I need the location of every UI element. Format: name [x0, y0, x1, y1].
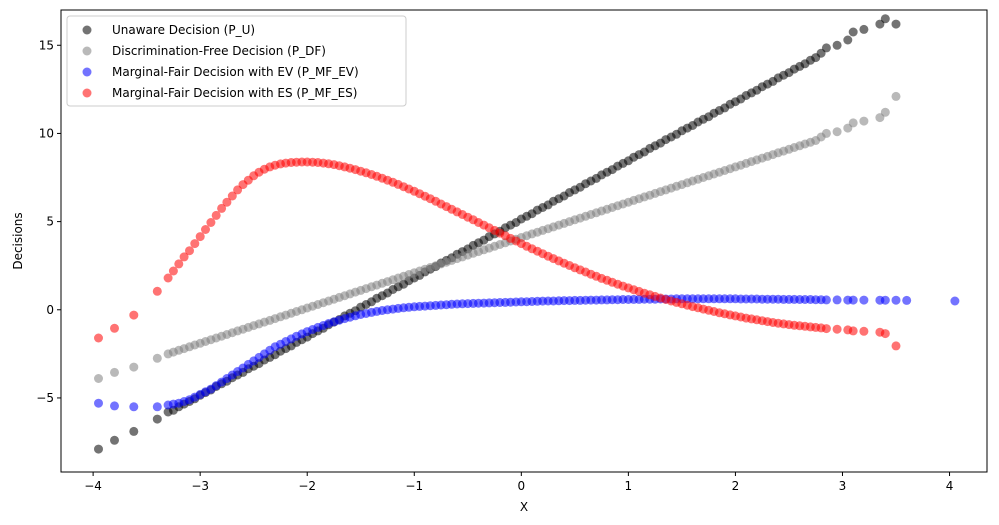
data-point	[880, 14, 890, 24]
legend-label: Discrimination-Free Decision (P_DF)	[112, 44, 326, 58]
data-point	[129, 362, 139, 372]
data-point	[902, 295, 912, 305]
data-point	[950, 296, 960, 306]
data-point	[110, 401, 119, 411]
data-point	[859, 295, 869, 305]
y-tick-label: 15	[39, 38, 54, 52]
x-tick-label: −1	[405, 479, 423, 493]
data-point	[211, 210, 221, 220]
data-point	[94, 444, 103, 454]
data-point	[190, 239, 200, 249]
data-point	[227, 191, 237, 201]
data-point	[821, 295, 831, 305]
data-point	[832, 295, 842, 305]
x-axis-title: X	[520, 500, 528, 514]
data-point	[821, 324, 831, 334]
data-point	[129, 402, 139, 412]
data-point	[843, 35, 853, 45]
y-tick-label: 10	[39, 126, 54, 140]
legend-marker	[82, 46, 92, 56]
data-point	[832, 127, 842, 137]
data-point	[152, 402, 162, 412]
data-point	[94, 333, 103, 343]
data-point	[848, 295, 858, 305]
data-point	[179, 252, 189, 262]
series-3-points	[94, 157, 901, 351]
legend-label: Unaware Decision (P_U)	[112, 23, 255, 37]
data-point	[891, 19, 901, 29]
x-tick-label: 4	[946, 479, 954, 493]
legend-marker	[82, 88, 92, 98]
data-point	[94, 398, 103, 408]
x-tick-label: 2	[732, 479, 740, 493]
data-point	[848, 326, 858, 336]
data-point	[880, 107, 890, 117]
data-point	[891, 341, 901, 351]
data-point	[110, 367, 119, 377]
x-tick-label: −2	[298, 479, 316, 493]
data-point	[185, 246, 194, 256]
data-point	[891, 295, 901, 305]
series-1-points	[94, 91, 901, 383]
x-tick-label: 0	[518, 479, 526, 493]
data-points-layer	[94, 14, 960, 454]
data-point	[110, 323, 119, 333]
data-point	[201, 225, 210, 234]
data-point	[848, 118, 858, 128]
data-point	[848, 27, 858, 37]
data-point	[832, 324, 842, 334]
legend-marker	[82, 25, 92, 35]
data-point	[168, 266, 178, 276]
y-tick-label: −5	[36, 391, 54, 405]
y-tick-label: 0	[46, 303, 54, 317]
data-point	[110, 435, 119, 445]
data-point	[129, 310, 139, 320]
legend-label: Marginal-Fair Decision with ES (P_MF_ES)	[112, 86, 357, 100]
data-point	[859, 116, 869, 126]
data-point	[832, 40, 842, 50]
data-point	[821, 43, 831, 53]
data-point	[163, 273, 173, 283]
data-point	[152, 353, 162, 363]
data-point	[859, 326, 869, 336]
x-tick-label: 1	[625, 479, 633, 493]
x-tick-label: −4	[84, 479, 102, 493]
data-point	[222, 197, 232, 207]
data-point	[217, 203, 227, 213]
x-axis-ticks: −4 −3 −2 −1 0 1 2 3 4	[84, 472, 953, 493]
data-point	[891, 91, 901, 101]
data-point	[880, 329, 890, 339]
data-point	[152, 286, 162, 296]
data-point	[129, 426, 139, 436]
data-point	[880, 295, 890, 305]
data-point	[174, 259, 184, 269]
y-axis-title: Decisions	[11, 212, 25, 269]
legend: Unaware Decision (P_U) Discrimination-Fre…	[66, 15, 407, 107]
data-point	[206, 218, 216, 227]
data-point	[152, 414, 162, 424]
y-axis-ticks: −5 0 5 10 15	[36, 38, 61, 405]
legend-box	[66, 15, 407, 107]
data-point	[195, 232, 205, 242]
data-point	[94, 374, 103, 383]
x-tick-label: 3	[839, 479, 847, 493]
data-point	[821, 128, 831, 138]
y-tick-label: 5	[46, 215, 54, 229]
legend-marker	[82, 67, 92, 77]
legend-label: Marginal-Fair Decision with EV (P_MF_EV)	[112, 65, 359, 79]
x-tick-label: −3	[191, 479, 209, 493]
data-point	[859, 24, 869, 34]
plot-frame	[60, 9, 988, 473]
